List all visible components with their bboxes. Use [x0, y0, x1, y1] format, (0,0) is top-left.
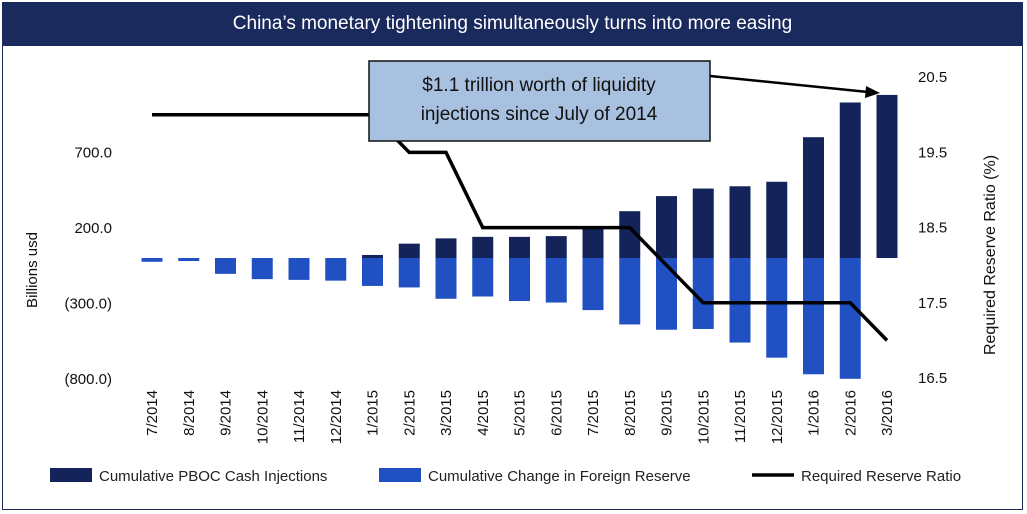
x-tick-label: 11/2014 [291, 390, 308, 443]
x-axis-ticks: 7/2014 8/2014 9/2014 10/2014 11/2014 12/2014 1… [144, 390, 896, 444]
reserve-bar [692, 258, 714, 329]
x-tick-label: 10/2014 [254, 390, 271, 444]
pboc-bar [803, 137, 824, 258]
chart-title: China’s monetary tightening simultaneous… [2, 2, 1023, 46]
pboc-bar [729, 186, 751, 258]
x-tick-label: 8/2015 [622, 390, 639, 436]
x-tick-label: 4/2015 [475, 390, 492, 436]
rrr-line [152, 113, 889, 342]
pboc-bar [656, 196, 677, 258]
x-tick-label: 1/2015 [365, 390, 382, 436]
reserve-bar [766, 258, 788, 358]
reserve-bar [178, 258, 200, 262]
pboc-bar [766, 181, 788, 258]
annotation-arrowhead [865, 86, 880, 98]
right-tick-label: 17.5 [918, 295, 947, 312]
pboc-bar [472, 236, 494, 258]
reserve-bar [215, 258, 236, 274]
reserve-bar [288, 258, 310, 280]
reserve-bar [619, 258, 641, 325]
reserve-bar [729, 258, 751, 343]
reserve-bar [545, 258, 567, 303]
x-tick-label: 12/2014 [328, 390, 345, 444]
rrr-line-group [152, 113, 889, 342]
pboc-bar [619, 211, 641, 258]
reserve-bar [362, 258, 383, 286]
reserve-bar [839, 258, 861, 379]
pboc-bar [398, 243, 420, 258]
left-tick-label: (800.0) [64, 371, 112, 388]
legend-label-rrr: Required Reserve Ratio [801, 468, 961, 485]
left-tick-label: 200.0 [74, 220, 112, 237]
pboc-bar [509, 236, 530, 258]
legend-label-reserve: Cumulative Change in Foreign Reserve [428, 468, 691, 485]
right-axis-ticks: 20.5 19.5 18.5 17.5 16.5 [918, 69, 947, 387]
right-tick-label: 18.5 [918, 220, 947, 237]
x-tick-label: 6/2015 [548, 390, 565, 436]
x-tick-label: 2/2016 [842, 390, 859, 436]
x-tick-label: 9/2014 [218, 390, 235, 436]
y-axis-label-right: Required Reserve Ratio (%) [982, 155, 999, 355]
x-tick-label: 10/2015 [695, 390, 712, 444]
legend-label-pboc: Cumulative PBOC Cash Injections [99, 468, 327, 485]
reserve-bar [435, 258, 457, 299]
x-tick-label: 2/2015 [401, 390, 418, 436]
x-tick-label: 1/2016 [806, 390, 823, 436]
reserve-bar [803, 258, 824, 375]
annotation-arrow [709, 74, 869, 94]
x-tick-label: 12/2015 [769, 390, 786, 444]
right-tick-label: 20.5 [918, 69, 947, 86]
left-axis-ticks: 700.0 200.0 (300.0) (800.0) [64, 144, 112, 387]
right-tick-label: 16.5 [918, 370, 947, 387]
x-tick-label: 8/2014 [181, 390, 198, 436]
reserve-bar [141, 258, 163, 262]
annotation-line-1: $1.1 trillion worth of liquidity [422, 75, 656, 96]
reserve-bar [582, 258, 604, 311]
left-tick-label: (300.0) [64, 295, 112, 312]
x-tick-label: 9/2015 [659, 390, 676, 436]
x-tick-label: 7/2015 [585, 390, 602, 436]
reserve-bar [656, 258, 677, 330]
pboc-bar [839, 102, 861, 258]
pboc-bar [545, 236, 567, 258]
legend-swatch-reserve [379, 468, 421, 482]
x-tick-label: 3/2016 [879, 390, 896, 436]
left-tick-label: 700.0 [74, 144, 112, 161]
reserve-bar [509, 258, 530, 302]
reserve-bar [472, 258, 494, 297]
pboc-bar [435, 238, 457, 258]
x-tick-label: 5/2015 [512, 390, 529, 436]
right-tick-label: 19.5 [918, 144, 947, 161]
reserve-bar [251, 258, 273, 280]
bars-group [141, 94, 898, 379]
annotation-line-2: injections since July of 2014 [421, 104, 658, 125]
pboc-bar [876, 94, 898, 258]
x-tick-label: 3/2015 [438, 390, 455, 436]
y-axis-label: Billions usd [24, 232, 41, 308]
reserve-bar [325, 258, 347, 281]
reserve-bar [398, 258, 420, 288]
pboc-bar [362, 254, 383, 258]
annotation-box [368, 60, 711, 142]
x-tick-label: 7/2014 [144, 390, 161, 436]
x-tick-label: 11/2015 [732, 390, 749, 443]
pboc-bar [582, 228, 604, 258]
pboc-bar [692, 188, 714, 258]
legend-swatch-pboc [50, 468, 92, 482]
